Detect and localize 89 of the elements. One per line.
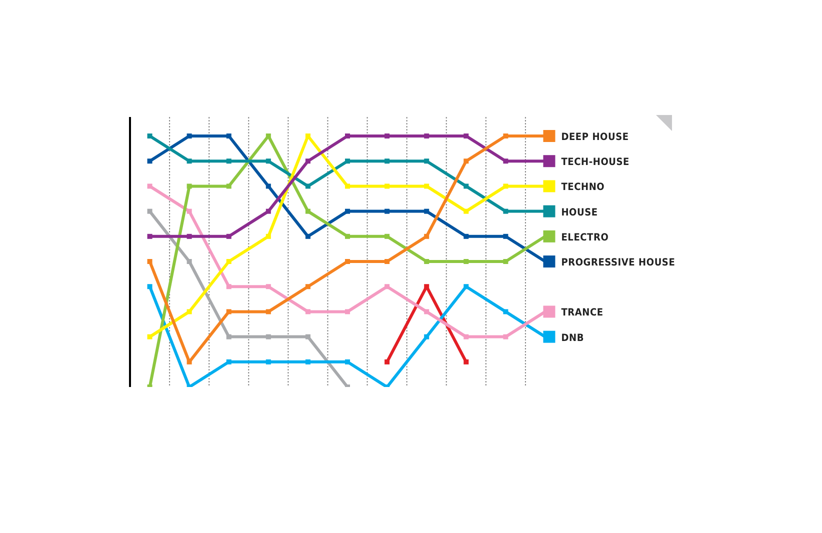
point: [424, 284, 430, 290]
point: [266, 309, 271, 314]
series-label: HOUSE: [561, 207, 598, 218]
point: [503, 158, 508, 164]
series-label: DNB: [561, 332, 584, 344]
point: [464, 284, 469, 290]
point: [305, 309, 310, 314]
point: [266, 234, 271, 239]
point: [464, 158, 469, 164]
point: [503, 134, 508, 138]
point: [186, 259, 192, 264]
point: [503, 184, 508, 189]
point: [147, 234, 152, 239]
point: [305, 134, 310, 138]
point: [384, 259, 390, 264]
point: [266, 184, 271, 189]
point: [503, 259, 508, 264]
point: [186, 234, 192, 239]
point: [226, 158, 232, 164]
point: [384, 158, 390, 164]
point: [186, 134, 192, 138]
point: [226, 334, 232, 340]
point: [345, 158, 350, 164]
point: [147, 184, 152, 189]
point: [503, 234, 508, 239]
point: [266, 158, 271, 164]
point: [464, 234, 469, 239]
point: [424, 234, 430, 239]
point: [226, 134, 232, 138]
series-label: TECH-HOUSE: [561, 157, 630, 168]
point: [464, 208, 469, 214]
point: [305, 359, 310, 364]
series-label: DEEP HOUSE: [561, 132, 629, 143]
point: [345, 309, 350, 314]
point: [424, 259, 430, 264]
point: [186, 184, 192, 189]
point: [186, 309, 192, 314]
point: [186, 158, 192, 164]
point: [424, 309, 430, 314]
point: [464, 334, 469, 340]
point: [305, 284, 310, 290]
point: [424, 184, 430, 189]
point: [345, 359, 350, 364]
point: [384, 234, 390, 239]
point: [424, 158, 430, 164]
point: [345, 259, 350, 264]
point: [305, 184, 310, 189]
point: [186, 208, 192, 214]
point: [226, 309, 232, 314]
point: [384, 184, 390, 189]
point: [147, 208, 152, 214]
point: [464, 134, 469, 138]
point: [226, 184, 232, 189]
point: [503, 334, 508, 340]
point: [345, 208, 350, 214]
point: [464, 184, 469, 189]
point: [345, 234, 350, 239]
point: [186, 359, 192, 364]
point: [226, 284, 232, 290]
point: [305, 208, 310, 214]
point: [147, 158, 152, 164]
point: [503, 309, 508, 314]
point: [226, 234, 232, 239]
point: [464, 359, 469, 364]
point: [503, 208, 508, 214]
point: [305, 158, 310, 164]
point: [384, 208, 390, 214]
point: [305, 234, 310, 239]
point: [345, 184, 350, 189]
point: [384, 359, 390, 364]
point: [305, 334, 310, 340]
point: [266, 208, 271, 214]
series-label: TRANCE: [561, 308, 604, 319]
point: [226, 259, 232, 264]
point: [424, 208, 430, 214]
point: [147, 334, 152, 340]
series-label: ELECTRO: [561, 232, 609, 244]
point: [266, 359, 271, 364]
point: [266, 284, 271, 290]
point: [266, 334, 271, 340]
point: [147, 284, 152, 290]
point: [424, 334, 430, 340]
series-label: PROGRESSIVE HOUSE: [561, 258, 676, 268]
point: [345, 134, 350, 138]
point: [147, 134, 152, 138]
series-label: TECHNO: [561, 182, 605, 194]
point: [226, 359, 232, 364]
point: [147, 259, 152, 264]
point: [384, 284, 390, 290]
